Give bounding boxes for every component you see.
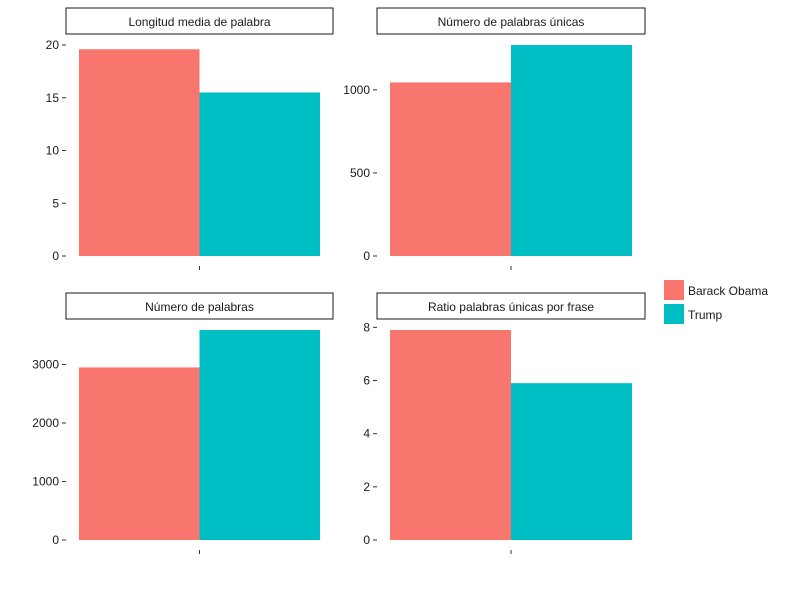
bar-trump xyxy=(199,330,320,540)
facet-title: Número de palabras xyxy=(145,300,254,314)
facet-strip xyxy=(376,292,646,320)
y-tick-label: 15 xyxy=(46,91,60,105)
facet-strip xyxy=(376,7,646,35)
y-tick-label: 2 xyxy=(363,480,370,494)
y-tick-label: 8 xyxy=(363,320,370,334)
panel-2: Número de palabras únicas 0 500 1000 xyxy=(343,7,646,270)
y-tick-label: 3000 xyxy=(32,358,59,372)
y-tick-label: 0 xyxy=(52,533,59,547)
y-tick-label: 500 xyxy=(350,166,370,180)
legend-label: Barack Obama xyxy=(688,284,768,298)
y-tick-label: 5 xyxy=(52,196,59,210)
facet-title: Ratio palabras únicas por frase xyxy=(428,300,594,314)
panel-4: Ratio palabras únicas por frase 0 2 4 6 8 xyxy=(363,292,646,554)
bar-trump xyxy=(511,383,632,540)
legend: Barack Obama Trump xyxy=(664,280,768,324)
y-tick-label: 0 xyxy=(52,249,59,263)
y-tick-label: 1000 xyxy=(32,475,59,489)
facet-title: Longitud media de palabra xyxy=(128,15,270,29)
y-tick-label: 2000 xyxy=(32,416,59,430)
panel-1: Longitud media de palabra 0 5 10 15 20 xyxy=(46,7,334,270)
bar-barack-obama xyxy=(390,330,511,540)
y-tick-label: 20 xyxy=(46,38,60,52)
y-tick-label: 1000 xyxy=(343,83,370,97)
y-tick-label: 0 xyxy=(363,249,370,263)
y-tick-label: 10 xyxy=(46,144,60,158)
bar-trump xyxy=(199,92,320,256)
y-tick-label: 0 xyxy=(363,533,370,547)
y-tick-label: 6 xyxy=(363,374,370,388)
legend-label: Trump xyxy=(688,308,723,322)
legend-key-trump xyxy=(664,304,684,324)
facet-title: Número de palabras únicas xyxy=(438,15,585,29)
bar-barack-obama xyxy=(390,82,511,256)
legend-key-barack-obama xyxy=(664,280,684,300)
facet-strip xyxy=(65,7,334,35)
panel-3: Número de palabras 0 1000 2000 3000 xyxy=(32,292,334,554)
y-tick-label: 4 xyxy=(363,427,370,441)
bar-barack-obama xyxy=(79,49,200,256)
facet-strip xyxy=(65,292,334,320)
bar-barack-obama xyxy=(79,367,200,540)
bar-trump xyxy=(511,45,632,256)
